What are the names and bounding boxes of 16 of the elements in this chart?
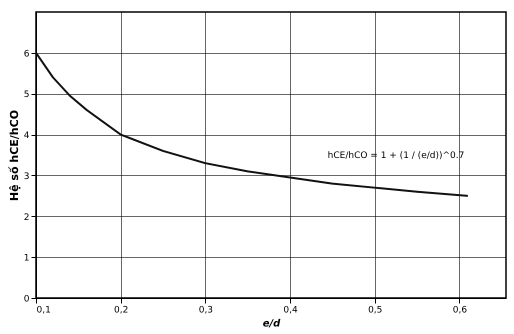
- y-tick-label: 1: [24, 254, 30, 264]
- y-axis-title: Hệ số hCE/hCO: [8, 110, 21, 202]
- x-tick-label: 0,5: [368, 306, 382, 316]
- y-tick-label: 3: [24, 172, 30, 182]
- x-tick-label: 0,1: [36, 306, 51, 316]
- y-tick-label: 0: [24, 294, 30, 304]
- x-tick-label: 0,2: [114, 306, 128, 316]
- y-tick-label: 5: [24, 90, 30, 100]
- y-tick-label: 2: [24, 212, 30, 223]
- x-tick-label: 0,4: [283, 306, 298, 316]
- x-tick-label: 0,6: [452, 306, 468, 316]
- line-series: [35, 52, 469, 197]
- x-tick-label: 0,3: [198, 306, 214, 316]
- y-tick-label: 6: [24, 49, 30, 60]
- x-axis-title: e/d: [262, 318, 282, 330]
- y-tick-label: 4: [24, 131, 30, 142]
